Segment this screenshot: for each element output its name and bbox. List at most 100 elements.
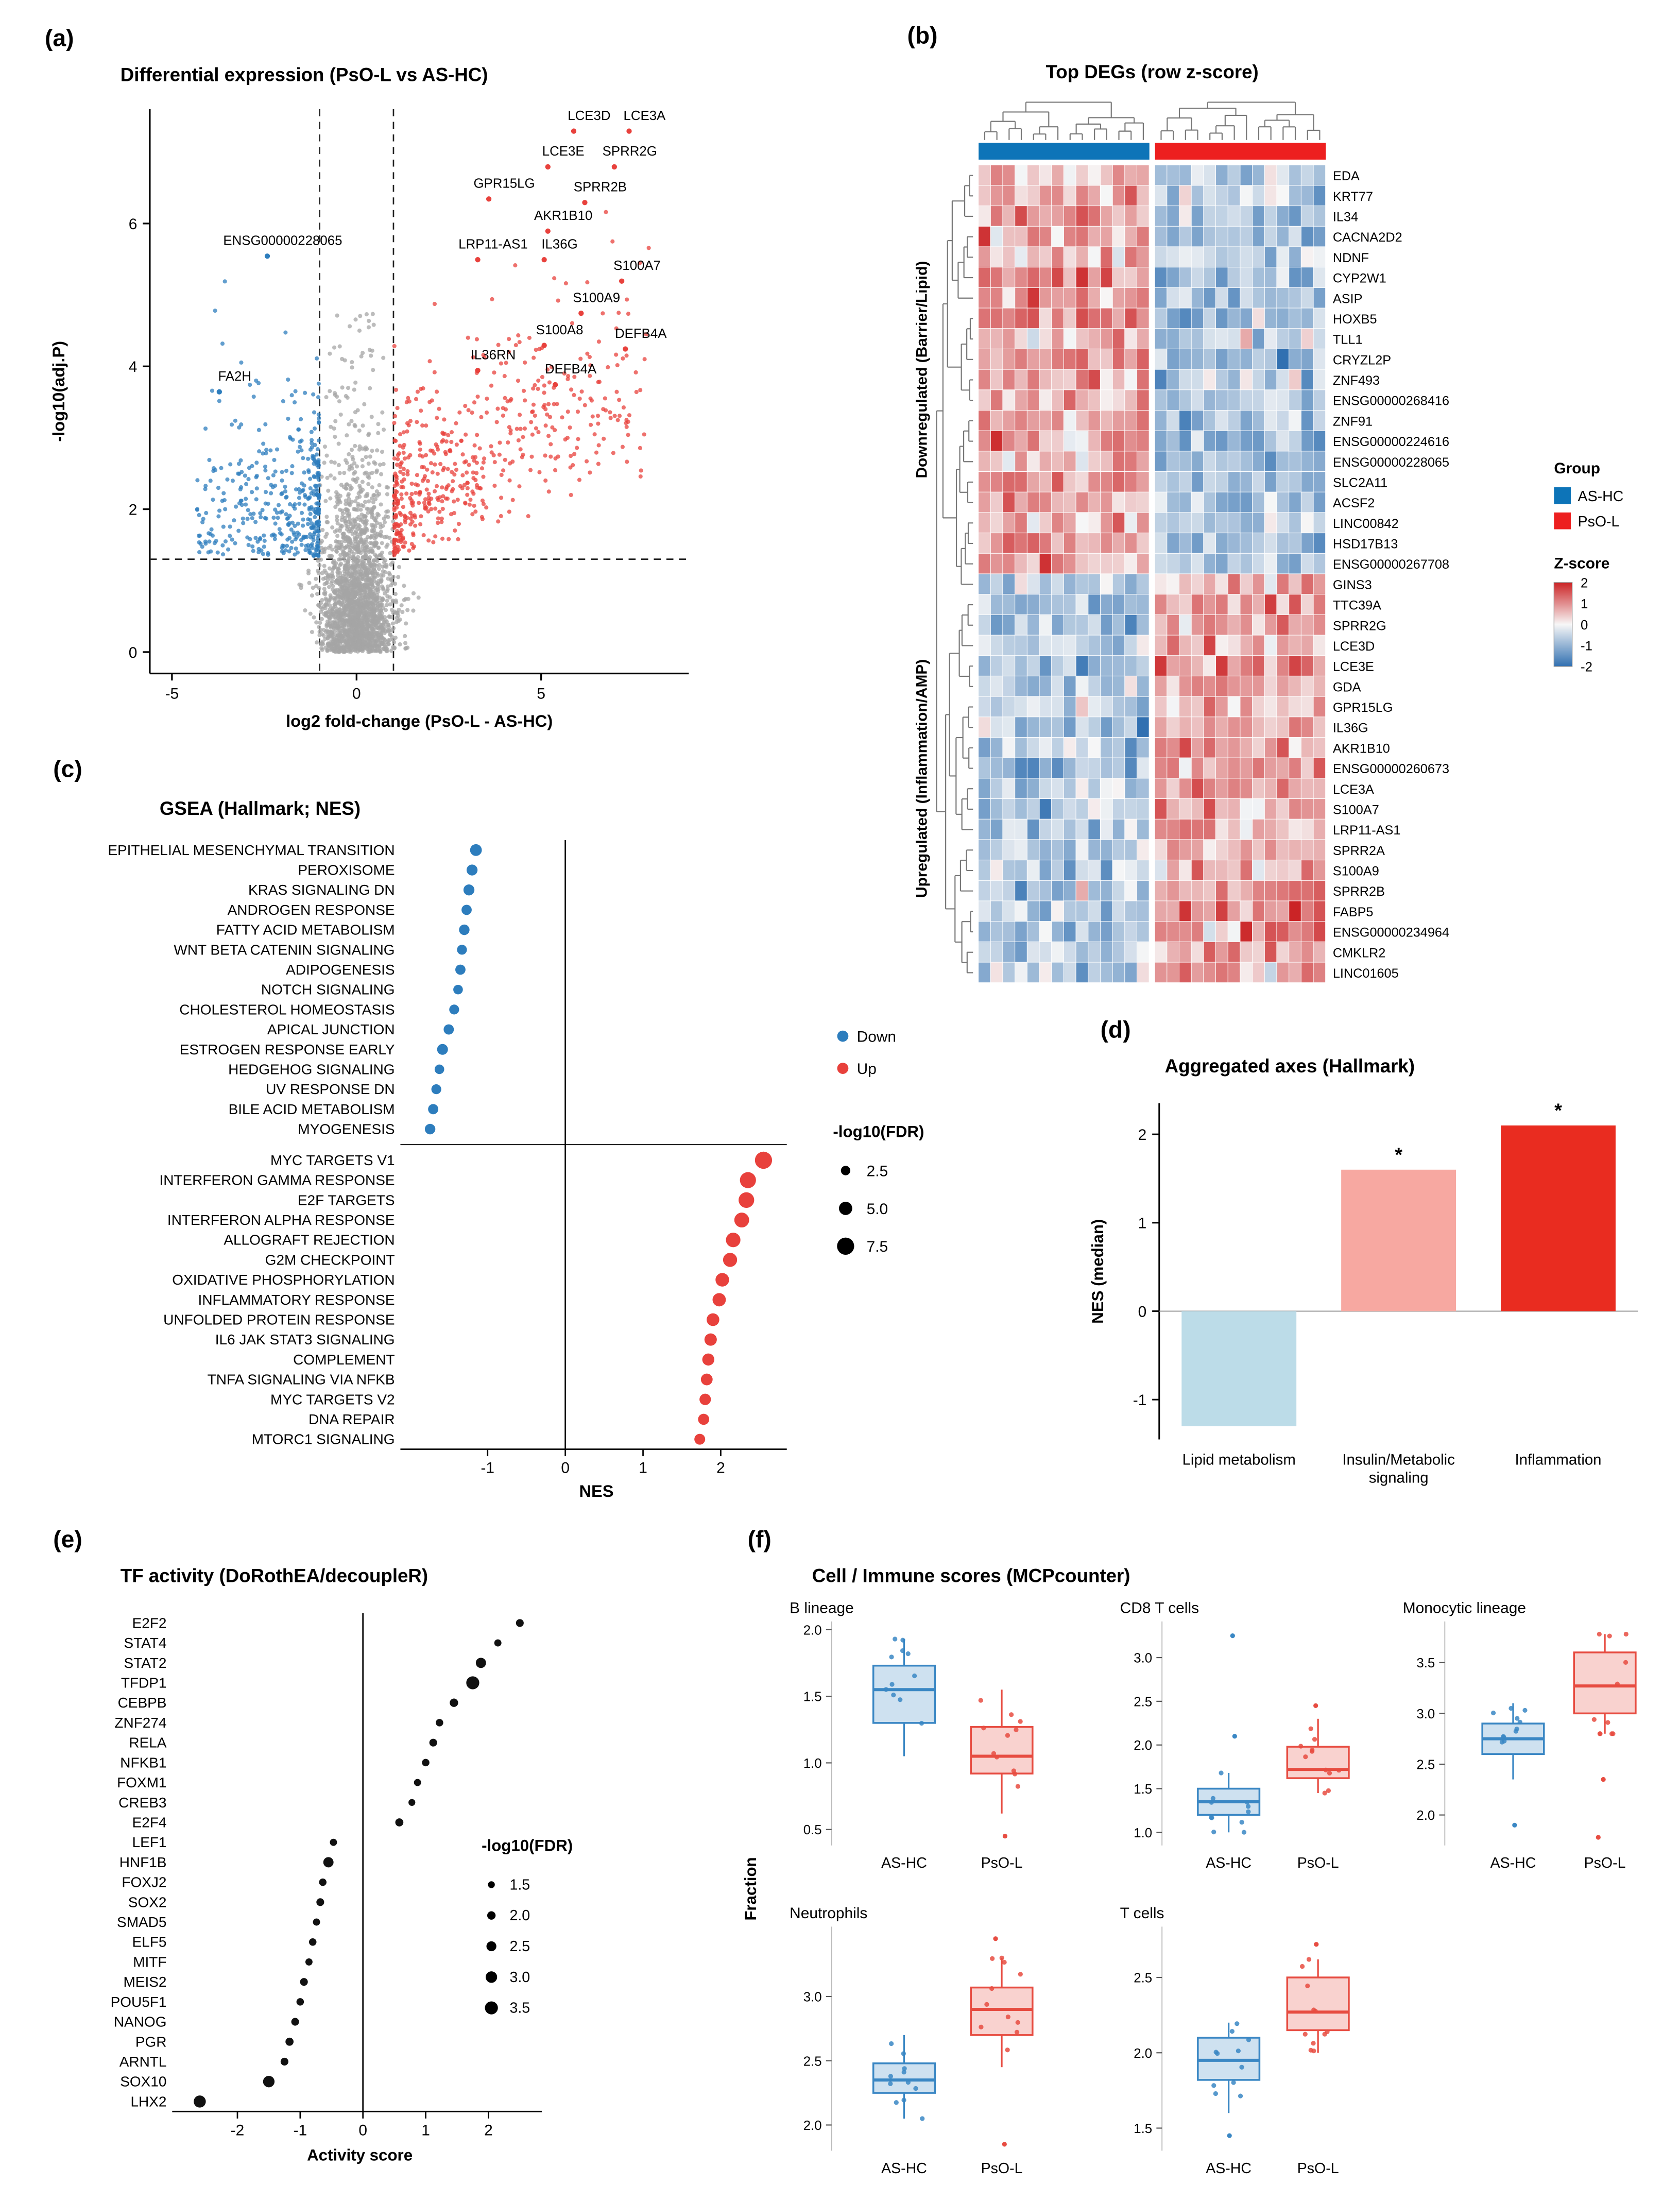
svg-text:CREB3: CREB3 (118, 1795, 166, 1811)
svg-text:ANDROGEN RESPONSE: ANDROGEN RESPONSE (228, 902, 395, 918)
svg-text:E2F4: E2F4 (132, 1814, 167, 1830)
svg-text:CYP2W1: CYP2W1 (1333, 271, 1386, 286)
svg-text:STAT2: STAT2 (124, 1655, 167, 1671)
svg-text:ACSF2: ACSF2 (1333, 496, 1375, 510)
svg-text:ESTROGEN RESPONSE EARLY: ESTROGEN RESPONSE EARLY (180, 1042, 395, 1057)
svg-text:LHX2: LHX2 (130, 2093, 166, 2109)
svg-text:NFKB1: NFKB1 (120, 1754, 166, 1770)
svg-text:BILE ACID METABOLISM: BILE ACID METABOLISM (229, 1101, 395, 1117)
svg-text:0.5: 0.5 (803, 1823, 822, 1837)
svg-text:-log10(adj.P): -log10(adj.P) (49, 341, 68, 442)
svg-text:7.5: 7.5 (867, 1238, 888, 1255)
svg-text:SOX10: SOX10 (120, 2074, 166, 2090)
svg-text:FOXM1: FOXM1 (117, 1775, 166, 1790)
svg-text:S100A9: S100A9 (1333, 864, 1379, 879)
svg-text:1.0: 1.0 (803, 1756, 822, 1771)
svg-text:HOXB5: HOXB5 (1333, 312, 1377, 327)
panel-b-tag: (b) (907, 22, 938, 49)
svg-text:LCE3E: LCE3E (542, 144, 585, 159)
svg-text:PsO-L: PsO-L (981, 2160, 1023, 2177)
panel-d-title: Aggregated axes (Hallmark) (1164, 1055, 1415, 1077)
svg-text:3.0: 3.0 (509, 1969, 530, 1986)
svg-text:-log10(FDR): -log10(FDR) (833, 1122, 924, 1140)
svg-text:ENSG00000224616: ENSG00000224616 (1333, 435, 1449, 449)
svg-text:MTORC1 SIGNALING: MTORC1 SIGNALING (252, 1431, 395, 1447)
svg-text:2.5: 2.5 (1134, 1695, 1152, 1709)
svg-text:2: 2 (1581, 576, 1588, 590)
svg-text:OXIDATIVE PHOSPHORYLATION: OXIDATIVE PHOSPHORYLATION (172, 1272, 395, 1288)
svg-text:INTERFERON GAMMA RESPONSE: INTERFERON GAMMA RESPONSE (159, 1172, 395, 1188)
svg-text:6: 6 (129, 216, 138, 233)
svg-text:3.5: 3.5 (1416, 1656, 1435, 1670)
svg-text:IL34: IL34 (1333, 210, 1358, 225)
svg-text:DEFB4A: DEFB4A (545, 362, 597, 377)
svg-text:Up: Up (857, 1061, 877, 1078)
svg-text:ADIPOGENESIS: ADIPOGENESIS (286, 962, 395, 978)
svg-text:3.5: 3.5 (509, 2000, 530, 2017)
svg-text:5.0: 5.0 (867, 1201, 888, 1218)
svg-text:LCE3E: LCE3E (1333, 660, 1374, 674)
svg-text:0: 0 (1581, 618, 1588, 633)
svg-text:2: 2 (716, 1460, 725, 1477)
svg-text:ARNTL: ARNTL (119, 2054, 167, 2070)
svg-text:CD8 T cells: CD8 T cells (1120, 1600, 1199, 1617)
immune-boxplots: Fraction B lineage 0.5 1.0 1.5 2.0 AS-HC PsO-L C… (742, 1600, 1637, 2177)
svg-text:HSD17B13: HSD17B13 (1333, 537, 1398, 552)
svg-text:1.5: 1.5 (509, 1876, 530, 1893)
svg-text:AKR1B10: AKR1B10 (1333, 741, 1390, 756)
svg-text:2: 2 (484, 2122, 493, 2139)
svg-text:HNF1B: HNF1B (119, 1854, 167, 1870)
svg-text:Downregulated (Barrier/Lipid): Downregulated (Barrier/Lipid) (914, 261, 931, 479)
svg-text:LCE3D: LCE3D (1333, 639, 1375, 654)
svg-text:PsO-L: PsO-L (981, 1855, 1023, 1871)
aggregated-axes-barchart: -1 0 1 2 NES (median) Lipid metabolism * Insuli… (1089, 1100, 1638, 1487)
svg-text:3.0: 3.0 (1416, 1707, 1435, 1721)
svg-text:2: 2 (129, 501, 138, 518)
svg-text:2.0: 2.0 (1134, 2046, 1152, 2061)
svg-text:GINS3: GINS3 (1333, 578, 1372, 592)
panel-c-title: GSEA (Hallmark; NES) (159, 798, 361, 820)
svg-text:INFLAMMATORY RESPONSE: INFLAMMATORY RESPONSE (198, 1292, 395, 1308)
svg-text:LEF1: LEF1 (132, 1834, 167, 1850)
svg-text:CRYZL2P: CRYZL2P (1333, 353, 1391, 367)
svg-text:0: 0 (129, 644, 138, 661)
svg-text:1: 1 (639, 1460, 647, 1477)
svg-text:-1: -1 (1133, 1392, 1147, 1409)
svg-text:STAT4: STAT4 (124, 1635, 167, 1651)
svg-text:Upregulated (Inflammation/AMP): Upregulated (Inflammation/AMP) (914, 659, 931, 898)
panel-e-title: TF activity (DoRothEA/decoupleR) (120, 1565, 428, 1586)
panel-a: (a) Differential expression (PsO-L vs AS… (31, 20, 731, 750)
panel-b: (b) Top DEGs (row z-score) EDA KRT77 IL34 C… (893, 20, 1680, 1042)
panel-b-title: Top DEGs (row z-score) (1045, 61, 1259, 83)
svg-text:KRT77: KRT77 (1333, 190, 1373, 204)
svg-text:ZNF91: ZNF91 (1333, 414, 1373, 429)
panel-e: (e) TF activity (DoRothEA/decoupleR) -2-… (31, 1524, 675, 2192)
svg-text:T cells: T cells (1120, 1905, 1164, 1922)
svg-text:2.0: 2.0 (509, 1907, 530, 1924)
svg-text:0: 0 (561, 1460, 570, 1477)
svg-text:1.0: 1.0 (1134, 1826, 1152, 1840)
svg-text:-5: -5 (165, 685, 179, 702)
svg-text:Fraction: Fraction (742, 1857, 760, 1920)
svg-text:3.0: 3.0 (803, 1990, 822, 2005)
svg-text:HEDGEHOG SIGNALING: HEDGEHOG SIGNALING (228, 1061, 395, 1077)
panel-f: (f) Cell / Immune scores (MCPcounter) Fr… (733, 1524, 1680, 2192)
svg-text:FA2H: FA2H (218, 369, 251, 384)
svg-text:1.5: 1.5 (803, 1690, 822, 1704)
svg-text:SMAD5: SMAD5 (117, 1914, 166, 1930)
svg-text:Z-score: Z-score (1554, 555, 1609, 572)
svg-text:Monocytic lineage: Monocytic lineage (1403, 1600, 1526, 1617)
svg-text:Activity score: Activity score (307, 2146, 413, 2164)
svg-text:AS-HC: AS-HC (1206, 2160, 1252, 2177)
svg-text:WNT BETA CATENIN SIGNALING: WNT BETA CATENIN SIGNALING (174, 942, 395, 958)
svg-text:0: 0 (358, 2122, 367, 2139)
svg-text:AS-HC: AS-HC (1206, 1855, 1252, 1871)
svg-text:1.5: 1.5 (1134, 1782, 1152, 1797)
svg-text:2.5: 2.5 (1134, 1971, 1152, 1986)
svg-text:-1: -1 (1581, 639, 1592, 654)
svg-text:2.0: 2.0 (1134, 1738, 1152, 1753)
svg-text:CACNA2D2: CACNA2D2 (1333, 230, 1402, 245)
svg-text:-2: -2 (1581, 660, 1592, 674)
svg-text:S100A8: S100A8 (536, 323, 584, 337)
